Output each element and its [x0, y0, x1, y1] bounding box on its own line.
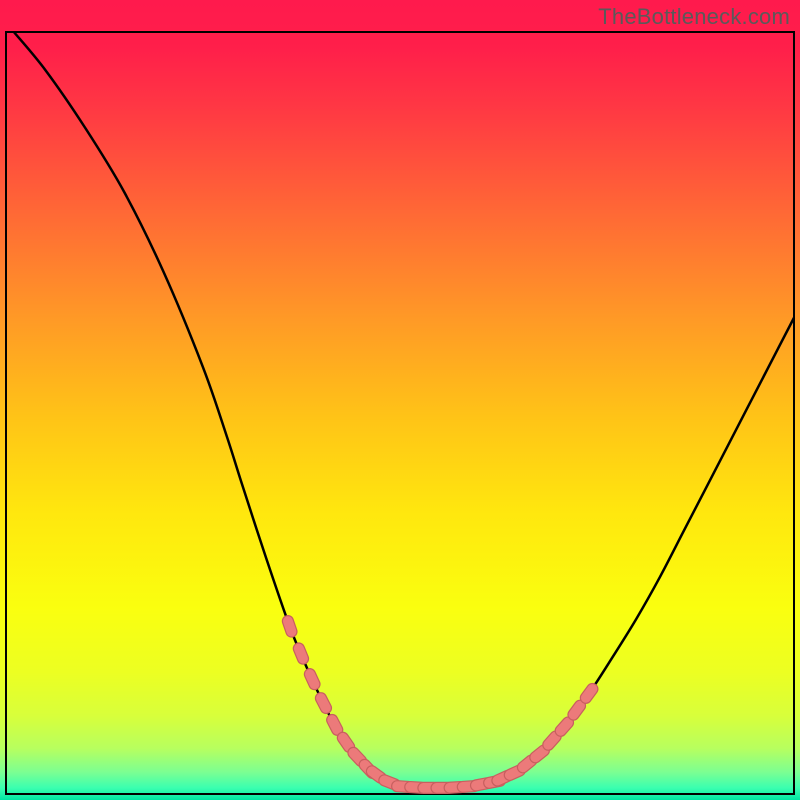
- curve-marker: [281, 614, 299, 638]
- chart-frame: [6, 32, 794, 794]
- marker-layer: [281, 614, 600, 793]
- curve-marker: [292, 641, 311, 666]
- curve-marker: [303, 667, 322, 692]
- curve-marker: [314, 691, 334, 716]
- watermark-text: TheBottleneck.com: [598, 4, 790, 30]
- chart-plot-area: [0, 0, 800, 800]
- bottleneck-chart: TheBottleneck.com: [0, 0, 800, 800]
- curve-marker: [578, 681, 600, 705]
- bottleneck-curve: [14, 32, 794, 788]
